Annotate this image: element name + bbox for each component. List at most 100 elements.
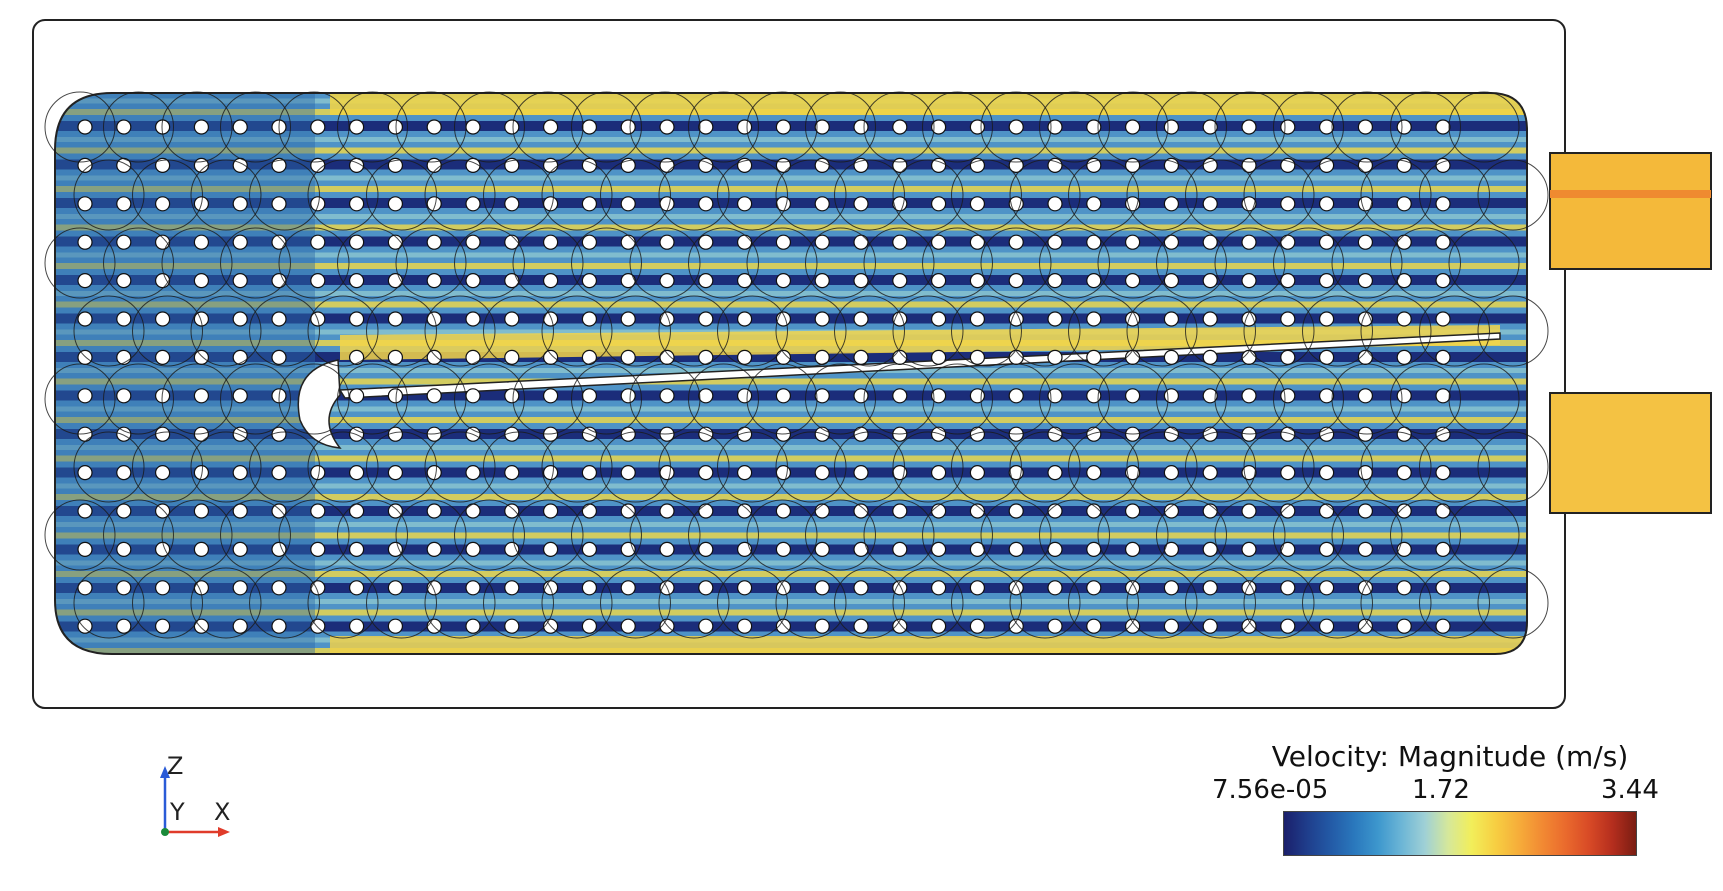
outline-circle xyxy=(688,363,759,435)
outline-circle xyxy=(424,159,496,231)
tube xyxy=(698,618,714,634)
outline-circle xyxy=(1360,295,1432,367)
tube xyxy=(271,196,287,212)
tube xyxy=(77,196,93,212)
tube xyxy=(155,426,171,442)
outline-circle xyxy=(1126,159,1198,231)
tube xyxy=(1124,465,1141,481)
outline-circle xyxy=(1068,159,1139,231)
outline-circle xyxy=(1419,431,1490,503)
tube xyxy=(969,349,986,365)
tube xyxy=(271,465,287,481)
tube xyxy=(193,234,209,250)
legend-mid-label: 1.72 xyxy=(1412,775,1470,805)
tube xyxy=(1047,580,1063,596)
tube xyxy=(814,273,830,289)
tube xyxy=(193,388,209,404)
tube xyxy=(116,465,132,481)
outline-circle xyxy=(161,91,233,163)
tube xyxy=(1202,388,1218,404)
outline-circle xyxy=(1419,567,1490,639)
tube xyxy=(1318,580,1335,596)
tube xyxy=(310,541,326,558)
tube xyxy=(232,580,248,596)
tube xyxy=(930,273,947,289)
tube xyxy=(853,541,869,558)
tube xyxy=(542,234,559,250)
tube xyxy=(271,541,287,558)
tube xyxy=(1202,426,1218,442)
tube xyxy=(116,618,132,634)
tube xyxy=(1241,618,1257,634)
outline-circle xyxy=(805,227,876,299)
tube xyxy=(349,580,365,596)
tube xyxy=(349,311,365,327)
tube xyxy=(581,119,598,135)
outline-circle xyxy=(1448,91,1520,163)
outline-circle xyxy=(161,363,233,435)
tube xyxy=(1163,234,1180,250)
tube xyxy=(930,196,947,212)
tube xyxy=(969,196,986,212)
outline-circle xyxy=(1331,363,1403,435)
outline-circle xyxy=(512,363,584,435)
tube xyxy=(1357,234,1374,250)
tube xyxy=(1396,503,1412,519)
tube xyxy=(1396,311,1412,327)
tube xyxy=(892,388,908,404)
tube xyxy=(1202,618,1218,634)
tube xyxy=(892,618,908,634)
tube xyxy=(349,196,365,212)
outline-circle xyxy=(834,295,905,367)
tube xyxy=(736,119,753,135)
tube xyxy=(814,196,830,212)
tube xyxy=(1318,618,1335,634)
outline-circle xyxy=(834,567,905,639)
outline-circle xyxy=(805,499,876,571)
tube xyxy=(969,465,986,481)
tube xyxy=(232,311,248,327)
tube xyxy=(542,541,559,558)
tube xyxy=(155,196,171,212)
tube xyxy=(77,465,93,481)
tube xyxy=(581,618,598,634)
z-axis-arrow xyxy=(160,766,170,778)
legend-title: Velocity: Magnitude (m/s) xyxy=(1271,740,1629,773)
tube xyxy=(1202,541,1218,558)
tube xyxy=(1202,234,1218,250)
tube xyxy=(504,541,520,558)
tube xyxy=(387,311,403,327)
tube xyxy=(504,119,520,135)
outline-circle xyxy=(1273,227,1344,299)
tube xyxy=(1318,119,1335,135)
tube xyxy=(1124,349,1141,365)
tube xyxy=(1357,541,1374,558)
tube xyxy=(116,580,132,596)
outline-circle xyxy=(717,159,788,231)
tube xyxy=(930,541,947,558)
tube xyxy=(271,618,287,634)
outline-circle xyxy=(483,431,554,503)
tube xyxy=(1047,273,1063,289)
outline-circle xyxy=(1390,91,1461,163)
tube xyxy=(349,503,365,519)
tube xyxy=(1086,580,1102,596)
outer-frame xyxy=(32,19,1566,709)
tube xyxy=(1124,119,1141,135)
tube xyxy=(1280,580,1296,596)
legend-colorbar xyxy=(1283,811,1637,856)
tube xyxy=(232,273,248,289)
outline-circle xyxy=(278,227,350,299)
outline-circle xyxy=(1156,91,1227,163)
tube xyxy=(77,311,93,327)
outline-circle xyxy=(980,91,1052,163)
outline-circle xyxy=(980,499,1052,571)
tube xyxy=(349,426,365,442)
tube xyxy=(775,541,792,558)
tube xyxy=(659,465,675,481)
tube xyxy=(659,388,675,404)
tube xyxy=(930,234,947,250)
tube xyxy=(387,196,403,212)
tube xyxy=(698,311,714,327)
